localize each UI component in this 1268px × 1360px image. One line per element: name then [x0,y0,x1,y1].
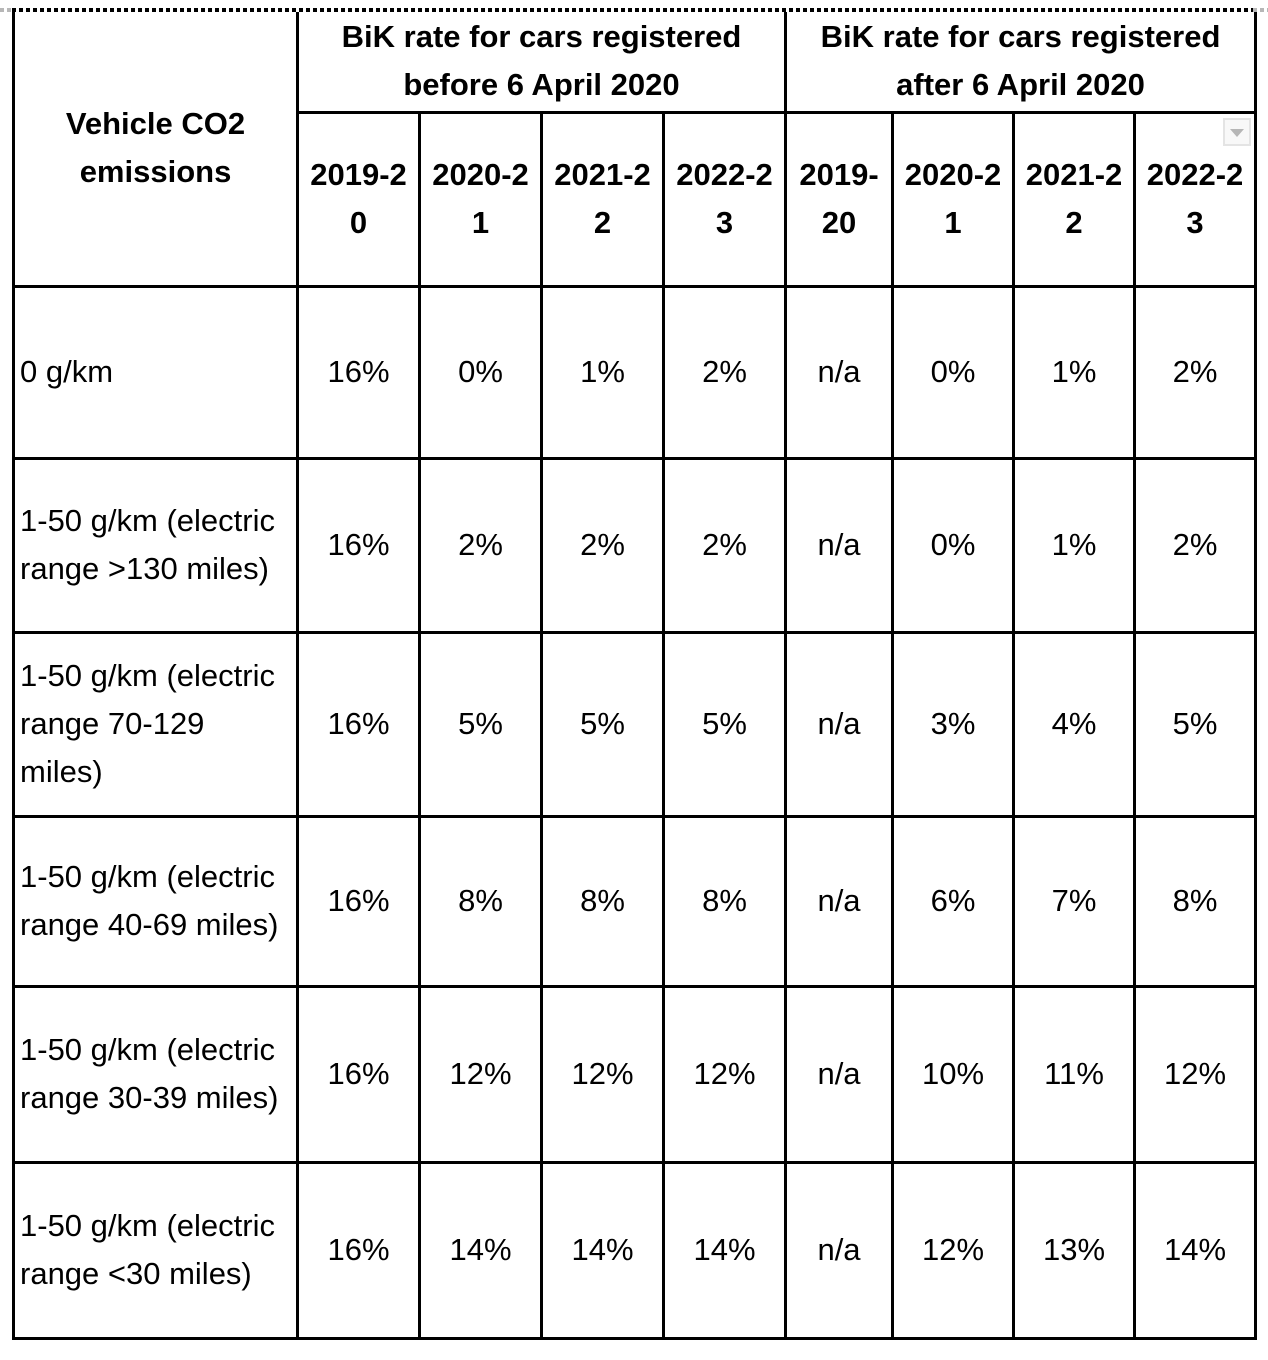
selection-marquee-top [12,8,1253,12]
rate-cell: 16% [296,630,421,818]
rate-cell: 0% [891,284,1016,460]
year-header-before-2019-20: 2019-20 [296,110,421,288]
vehicle-co2-emissions-header: Vehicle CO2 emissions [12,12,299,288]
row-label: 1-50 g/km (electric range 40-69 miles) [12,814,299,988]
year-header-after-2021-22: 2021-22 [1012,110,1137,288]
rate-cell: n/a [784,814,895,988]
row-label: 1-50 g/km (electric range <30 miles) [12,1160,299,1340]
rate-cell: 12% [661,984,788,1164]
rate-cell: 2% [661,456,788,634]
rate-cell: 1% [540,284,665,460]
rate-cell: 0% [891,456,1016,634]
row-label: 0 g/km [12,284,299,460]
rate-cell: 16% [296,814,421,988]
rate-cell: n/a [784,1160,895,1340]
filter-dropdown-button[interactable] [1223,117,1252,146]
rate-cell: 14% [1133,1160,1258,1340]
rate-cell: 2% [1133,456,1258,634]
rate-cell: 16% [296,984,421,1164]
rate-cell: 4% [1012,630,1137,818]
year-header-after-2019-20: 2019-20 [784,110,895,288]
rate-cell: 8% [661,814,788,988]
rate-cell: 16% [296,1160,421,1340]
rate-cell: 0% [418,284,543,460]
rate-cell: 13% [1012,1160,1137,1340]
rate-cell: 14% [661,1160,788,1340]
rate-cell: 5% [540,630,665,818]
rate-cell: 14% [540,1160,665,1340]
year-header-after-2020-21: 2020-21 [891,110,1016,288]
rate-cell: 2% [661,284,788,460]
rate-cell: 16% [296,284,421,460]
rate-cell: 2% [1133,284,1258,460]
rate-cell: 10% [891,984,1016,1164]
year-header-label: 2022-23 [1146,156,1244,240]
year-header-after-2022-23: 2022-23 [1133,110,1258,288]
bik-rates-table: Vehicle CO2 emissions BiK rate for cars … [12,12,1258,1340]
table-row: 0 g/km 16% 0% 1% 2% n/a 0% 1% 2% [12,284,1258,460]
table-row: 1-50 g/km (electric range 70-129 miles) … [12,630,1258,818]
year-header-before-2022-23: 2022-23 [661,110,788,288]
selection-marquee-right [1253,8,1268,12]
chevron-down-icon [1230,128,1245,137]
row-label: 1-50 g/km (electric range >130 miles) [12,456,299,634]
rate-cell: 14% [418,1160,543,1340]
row-label: 1-50 g/km (electric range 30-39 miles) [12,984,299,1164]
rate-cell: 6% [891,814,1016,988]
rate-cell: 16% [296,456,421,634]
rate-cell: 7% [1012,814,1137,988]
rate-cell: n/a [784,630,895,818]
rate-cell: 1% [1012,284,1137,460]
rate-cell: 5% [1133,630,1258,818]
table-row: 1-50 g/km (electric range 40-69 miles) 1… [12,814,1258,988]
table-row: 1-50 g/km (electric range >130 miles) 16… [12,456,1258,634]
rate-cell: n/a [784,284,895,460]
rate-cell: 8% [418,814,543,988]
rate-cell: 5% [661,630,788,818]
rate-cell: n/a [784,456,895,634]
rate-cell: 2% [540,456,665,634]
table-row: 1-50 g/km (electric range <30 miles) 16%… [12,1160,1258,1340]
year-header-before-2021-22: 2021-22 [540,110,665,288]
rate-cell: 8% [1133,814,1258,988]
rate-cell: n/a [784,984,895,1164]
rate-cell: 1% [1012,456,1137,634]
rate-cell: 11% [1012,984,1137,1164]
selection-marquee-left [0,8,12,12]
row-label: 1-50 g/km (electric range 70-129 miles) [12,630,299,818]
rate-cell: 12% [540,984,665,1164]
rate-cell: 8% [540,814,665,988]
group-header-before-april-2020: BiK rate for cars registered before 6 Ap… [295,12,788,114]
rate-cell: 12% [418,984,543,1164]
rate-cell: 5% [418,630,543,818]
rate-cell: 2% [418,456,543,634]
rate-cell: 12% [1133,984,1258,1164]
year-header-before-2020-21: 2020-21 [418,110,543,288]
group-header-after-april-2020: BiK rate for cars registered after 6 Apr… [784,12,1258,114]
rate-cell: 3% [891,630,1016,818]
rate-cell: 12% [891,1160,1016,1340]
table-row: 1-50 g/km (electric range 30-39 miles) 1… [12,984,1258,1164]
